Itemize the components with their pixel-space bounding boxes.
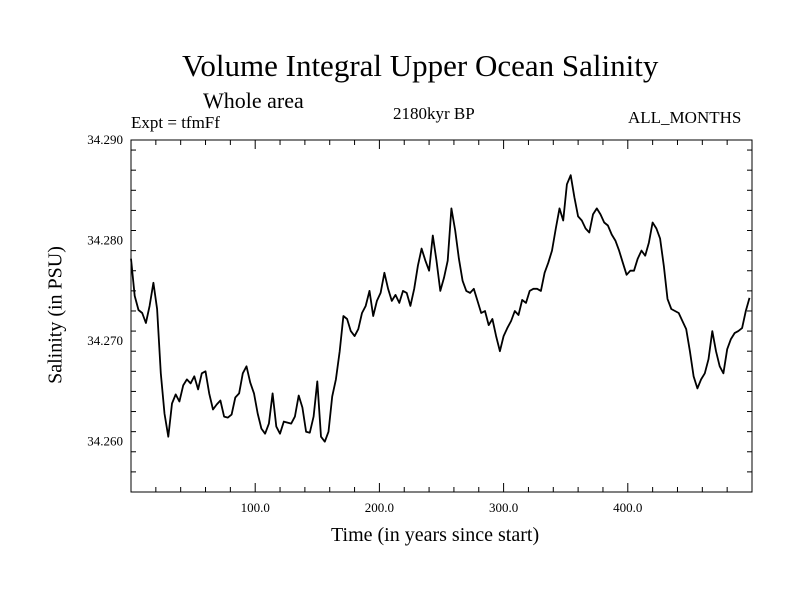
plot-frame xyxy=(130,139,753,493)
y-tick-label: 34.290 xyxy=(87,132,123,147)
experiment-label: Expt = tfmFf xyxy=(131,113,220,132)
chart-subtitle: Whole area xyxy=(203,88,304,113)
x-axis-label: Time (in years since start) xyxy=(331,524,540,546)
x-tick-label: 200.0 xyxy=(365,500,394,515)
axis-ticks xyxy=(131,140,752,492)
chart-title-text: Volume Integral Upper Ocean Salinity xyxy=(182,48,659,83)
tick-labels: 100.0 200.0 300.0 400.0 34.260 34.270 34.280 34… xyxy=(87,132,642,515)
x-tick-label: 300.0 xyxy=(489,500,518,515)
months-label: ALL_MONTHS xyxy=(628,108,742,127)
period-label: 2180kyr BP xyxy=(393,104,475,123)
y-tick-label: 34.260 xyxy=(87,434,123,449)
x-tick-label: 100.0 xyxy=(241,500,270,515)
y-tick-label: 34.280 xyxy=(87,233,123,248)
y-tick-label: 34.270 xyxy=(87,333,123,348)
x-tick-label: 400.0 xyxy=(613,500,642,515)
salinity-series-line xyxy=(130,174,751,443)
